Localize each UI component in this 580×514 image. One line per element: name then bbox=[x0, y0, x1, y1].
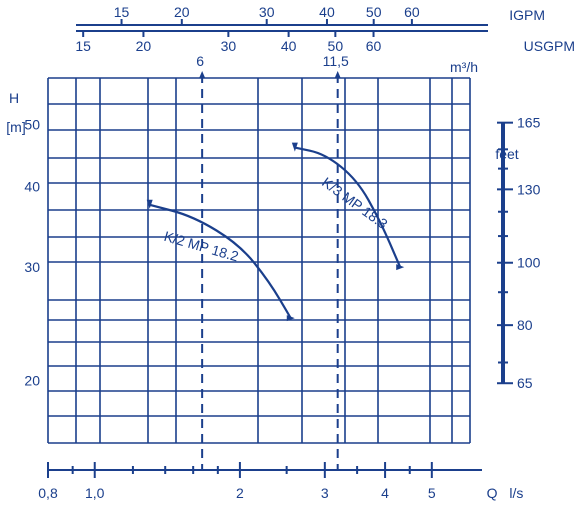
x-axis-label: Q l/s bbox=[487, 485, 524, 501]
pump-curve-line bbox=[149, 203, 292, 319]
feet-axis-bar bbox=[501, 122, 505, 384]
x-tick-label: 5 bbox=[428, 485, 436, 501]
x-tick-label: 1,0 bbox=[85, 485, 105, 501]
feet-tick-label: 100 bbox=[517, 255, 541, 271]
feet-tick-label: 80 bbox=[517, 317, 533, 333]
usgpm-tick-label: 20 bbox=[136, 38, 152, 54]
reference-marker bbox=[334, 71, 341, 78]
igpm-tick-label: 30 bbox=[259, 4, 275, 20]
curve-end-marker bbox=[396, 264, 405, 271]
curve-end-marker bbox=[286, 315, 295, 322]
igpm-tick-label: 50 bbox=[366, 4, 382, 20]
usgpm-tick-label: 15 bbox=[75, 38, 91, 54]
feet-axis-label: feet bbox=[495, 146, 518, 162]
y-tick-label: 20 bbox=[24, 373, 40, 389]
x-tick-label: 2 bbox=[236, 485, 244, 501]
usgpm-label: USGPM bbox=[524, 38, 575, 54]
curve-start-marker bbox=[291, 142, 298, 152]
x-tick-label: 3 bbox=[321, 485, 329, 501]
usgpm-tick-label: 60 bbox=[366, 38, 382, 54]
igpm-tick-label: 20 bbox=[174, 4, 190, 20]
feet-tick-label: 65 bbox=[517, 375, 533, 391]
axes bbox=[47, 19, 513, 478]
reference-marker bbox=[199, 71, 206, 78]
curve-start-marker bbox=[146, 199, 153, 209]
x-tick-label: 0,8 bbox=[38, 485, 58, 501]
x-tick-label: 4 bbox=[381, 485, 389, 501]
igpm-label: IGPM bbox=[509, 7, 545, 23]
y-tick-label: 40 bbox=[24, 179, 40, 195]
pump-curve-line bbox=[294, 146, 402, 268]
m3h-unit-label: m³/h bbox=[450, 59, 478, 75]
y-axis-unit: [m] bbox=[6, 119, 25, 135]
igpm-tick-label: 60 bbox=[404, 4, 420, 20]
feet-tick-label: 130 bbox=[517, 181, 541, 197]
usgpm-tick-label: 40 bbox=[281, 38, 297, 54]
y-tick-label: 50 bbox=[24, 116, 40, 132]
reference-label: 6 bbox=[196, 53, 204, 69]
igpm-tick-label: 40 bbox=[319, 4, 335, 20]
curves bbox=[146, 142, 405, 322]
usgpm-tick-label: 30 bbox=[221, 38, 237, 54]
reference-label: 11,5 bbox=[323, 53, 349, 69]
grid bbox=[47, 77, 471, 444]
usgpm-tick-label: 50 bbox=[328, 38, 344, 54]
y-tick-label: 30 bbox=[24, 259, 40, 275]
y-axis-label: H bbox=[9, 90, 19, 106]
feet-tick-label: 165 bbox=[517, 115, 541, 131]
igpm-tick-label: 15 bbox=[114, 4, 130, 20]
